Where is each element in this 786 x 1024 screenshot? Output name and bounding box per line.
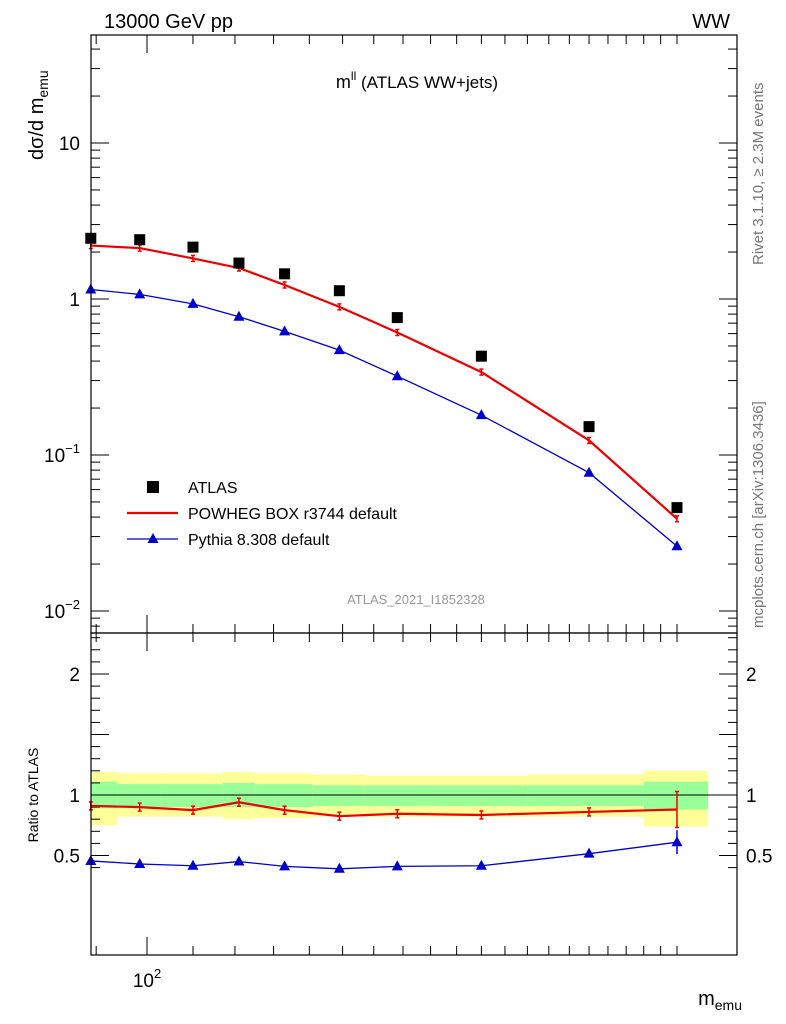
ratio-powheg-line <box>90 801 678 818</box>
x-axis-label: memu <box>698 988 742 1013</box>
atlas-point <box>233 257 245 269</box>
pythia-point <box>583 466 595 477</box>
ratio-pythia-line <box>90 841 678 870</box>
atlas-point <box>333 285 345 297</box>
plot-title: mll (ATLAS WW+jets) <box>336 69 498 92</box>
band-green <box>117 784 162 808</box>
ratio-y-tick-label-left: 1 <box>69 786 80 807</box>
x-tick-label: 102 <box>133 966 161 992</box>
ratio-pythia-point <box>279 860 291 871</box>
ratio-pythia-point <box>391 860 403 871</box>
atlas-point <box>475 350 487 362</box>
atlas-point <box>583 421 595 433</box>
y-tick-label: 10 <box>59 134 80 155</box>
atlas-point <box>671 502 683 514</box>
pythia-point <box>233 310 245 321</box>
pythia-point <box>391 370 403 381</box>
header-right: WW <box>692 11 730 33</box>
ratio-frame <box>90 632 738 956</box>
main-panel: ATLAS_2021_I1852328 mll (ATLAS WW+jets) dσ… <box>26 34 738 634</box>
ratio-y-label: Ratio to ATLAS <box>25 748 41 843</box>
y-tick-label: 10−1 <box>44 441 80 467</box>
y-tick-label: 1 <box>69 290 80 311</box>
ratio-y-tick-label-right: 0.5 <box>746 847 772 868</box>
watermark: ATLAS_2021_I1852328 <box>347 592 485 607</box>
legend-powheg-label: POWHEG BOX r3744 default <box>188 506 398 523</box>
ratio-pythia-point <box>233 855 245 866</box>
ratio-pythia-point <box>134 857 146 868</box>
y-tick-label: 10−2 <box>44 597 80 623</box>
powheg-line <box>90 244 678 520</box>
atlas-point <box>187 241 199 253</box>
pythia-line <box>90 288 678 547</box>
pythia-point <box>134 288 146 299</box>
legend-pythia-marker <box>147 533 159 543</box>
ratio-y-tick-label-right: 2 <box>746 665 757 686</box>
header-left: 13000 GeV pp <box>104 11 233 33</box>
pythia-point <box>187 297 199 308</box>
ratio-y-tick-label-left: 2 <box>69 665 80 686</box>
ratio-y-tick-label-right: 1 <box>746 786 757 807</box>
ratio-pythia-point <box>475 859 487 870</box>
legend-atlas-label: ATLAS <box>188 480 238 497</box>
band-green <box>161 784 223 808</box>
band-green <box>254 784 313 808</box>
legend-pythia-label: Pythia 8.308 default <box>188 532 330 549</box>
band-green <box>643 781 709 810</box>
ratio-pythia-point <box>187 859 199 870</box>
legend-atlas-marker <box>147 481 159 493</box>
ratio-panel: 0.5 0.5 1 1 2 2 Ratio to ATLAS 102 memu <box>25 632 772 1013</box>
atlas-point <box>391 312 403 324</box>
pythia-point <box>333 344 345 355</box>
ratio-pythia-point <box>671 836 683 847</box>
ratio-pythia-point <box>333 862 345 873</box>
atlas-point <box>279 268 291 280</box>
ratio-y-tick-label-left: 0.5 <box>54 847 80 868</box>
pythia-point <box>671 540 683 551</box>
atlas-point <box>134 234 146 246</box>
band-green <box>364 785 431 806</box>
y-axis-label: dσ/d memu <box>26 70 51 160</box>
ratio-pythia-point <box>583 847 595 858</box>
pythia-point <box>475 409 487 420</box>
band-green <box>527 785 644 806</box>
band-green <box>430 785 528 806</box>
band-green <box>312 785 365 806</box>
rivet-label: Rivet 3.1.10, ≥ 2.3M events <box>750 83 767 266</box>
pythia-point <box>279 325 291 336</box>
mcplots-label: mcplots.cern.ch [arXiv:1306.3436] <box>750 401 767 628</box>
